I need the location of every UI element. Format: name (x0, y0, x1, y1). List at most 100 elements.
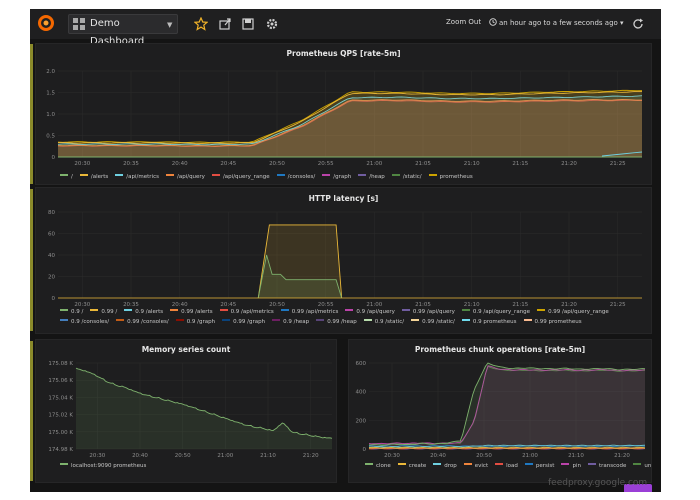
series-area (369, 363, 645, 449)
series-line (368, 444, 646, 448)
x-tick-label: 20:30 (384, 453, 400, 459)
row-collapse-handle[interactable] (30, 341, 33, 481)
legend-item[interactable]: 0.9 /consoles/ (60, 317, 109, 327)
x-tick-label: 20:50 (175, 453, 191, 459)
legend-label: /alerts (90, 174, 109, 180)
legend-label: /api/query (176, 174, 205, 180)
latency-panel: HTTP latency [s] 0 20 40 60 80 20:30 20:35 20:4… (35, 187, 652, 334)
star-icon[interactable] (194, 17, 208, 31)
legend-swatch (124, 309, 133, 311)
series-area (58, 100, 642, 157)
series-area (369, 365, 645, 449)
share-icon[interactable] (218, 17, 232, 31)
settings-gear-icon[interactable] (265, 17, 279, 31)
legend-item[interactable]: 0.99 /api/query_range (537, 307, 609, 317)
legend-item[interactable]: load (495, 461, 518, 471)
legend-item[interactable]: /consoles/ (276, 172, 315, 182)
series-line (257, 254, 343, 299)
x-tick-label: 20:35 (123, 161, 139, 167)
y-tick-label: 0.5 (46, 134, 55, 140)
legend-swatch (495, 463, 504, 465)
y-tick-label: 60 (48, 232, 55, 238)
legend-item[interactable]: 0.9 /api/metrics (219, 307, 274, 317)
legend-item[interactable]: 0.99 prometheus (523, 317, 582, 327)
legend-swatch (397, 463, 406, 465)
panel-title[interactable]: Prometheus chunk operations [rate-5m] (414, 345, 586, 354)
row-collapse-handle[interactable] (30, 189, 33, 331)
series-line (368, 446, 646, 449)
legend-item[interactable]: /api/query_range (211, 172, 270, 182)
legend-item[interactable]: /api/metrics (115, 172, 159, 182)
legend-swatch (391, 174, 400, 176)
legend-item[interactable]: 0.99 /api/metrics (280, 307, 339, 317)
time-range-picker[interactable]: an hour ago to a few seconds ago ▾ (489, 18, 624, 27)
legend-item[interactable]: drop (433, 461, 457, 471)
memory-panel: Memory series count 174.98 K 175.00 K 175.… (35, 339, 337, 483)
legend-item[interactable]: 0.9 /alerts (124, 307, 163, 317)
legend-label: /graph (333, 174, 352, 180)
legend-swatch (461, 319, 470, 321)
legend-item[interactable]: /static/ (391, 172, 422, 182)
x-tick-label: 20:40 (430, 453, 446, 459)
legend-swatch (60, 174, 68, 176)
legend-item[interactable]: clone (365, 461, 391, 471)
legend-label: /api/query_range (222, 174, 270, 180)
x-tick-label: 21:05 (415, 161, 431, 167)
legend-label: 0.9 /graph (186, 319, 216, 325)
legend-item[interactable]: 0.9 /api/query_range (461, 307, 530, 317)
legend-swatch (633, 463, 642, 465)
legend-swatch (316, 319, 325, 321)
legend-item[interactable]: / (60, 172, 73, 182)
legend-item[interactable]: 0.99 /heap (316, 317, 357, 327)
legend-swatch (90, 309, 99, 311)
grafana-logo-icon[interactable] (36, 13, 56, 33)
legend-item[interactable]: 0.9 /graph (175, 317, 216, 327)
row-collapse-handle[interactable] (30, 44, 33, 184)
legend-item[interactable]: 0.99 /alerts (170, 307, 213, 317)
legend-label: /heap (369, 174, 385, 180)
legend-item[interactable]: evict (463, 461, 488, 471)
panel-title[interactable]: Prometheus QPS [rate-5m] (286, 49, 401, 58)
legend-item[interactable]: 0.9 /static/ (363, 317, 404, 327)
legend-swatch (211, 174, 220, 176)
legend-item[interactable]: 0.99 /consoles/ (116, 317, 169, 327)
x-tick-label: 21:20 (614, 453, 630, 459)
refresh-icon[interactable] (631, 17, 645, 31)
legend-item[interactable]: localhost:9090 prometheus (60, 461, 146, 471)
series-line (601, 151, 643, 157)
legend-label: prometheus (439, 174, 473, 180)
y-tick-label: 20 (48, 275, 55, 281)
x-tick-label: 20:55 (318, 302, 334, 308)
legend-item[interactable]: 0.99 /api/query (401, 307, 455, 317)
legend-item[interactable]: 0.99 /static/ (411, 317, 455, 327)
dashboard-picker[interactable]: Demo Dashboard ▼ (68, 14, 178, 47)
legend-item[interactable]: 0.9 /heap (272, 317, 309, 327)
legend-item[interactable]: /api/query (165, 172, 205, 182)
legend-label: 0.99 /api/metrics (291, 309, 339, 315)
legend-item[interactable]: transcode (587, 461, 627, 471)
panel-title[interactable]: Memory series count (141, 345, 231, 354)
legend-label: transcode (598, 463, 627, 469)
memory-legend: localhost:9090 prometheus (60, 461, 153, 471)
zoom-out-button[interactable]: Zoom Out (446, 18, 482, 26)
legend-item[interactable]: /alerts (79, 172, 109, 182)
save-icon[interactable] (241, 17, 255, 31)
panel-title[interactable]: HTTP latency [s] (308, 194, 379, 203)
x-tick-label: 20:55 (318, 161, 334, 167)
legend-item[interactable]: persist (524, 461, 554, 471)
legend-item[interactable]: unpin (633, 461, 651, 471)
legend-item[interactable]: prometheus (428, 172, 473, 182)
series-area (258, 255, 342, 298)
legend-item[interactable]: 0.99 /graph (222, 317, 265, 327)
legend-item[interactable]: /graph (322, 172, 351, 182)
chevron-down-icon: ▼ (167, 21, 173, 29)
legend-item[interactable]: /heap (358, 172, 385, 182)
legend-item[interactable]: 0.9 prometheus (461, 317, 517, 327)
legend-item[interactable]: pin (561, 461, 581, 471)
legend-item[interactable]: 0.9 / (60, 307, 83, 317)
legend-swatch (463, 463, 472, 465)
legend-item[interactable]: create (397, 461, 426, 471)
legend-item[interactable]: 0.9 /api/query (345, 307, 395, 317)
legend-label: 0.99 /alerts (181, 309, 213, 315)
legend-item[interactable]: 0.99 / (90, 307, 117, 317)
